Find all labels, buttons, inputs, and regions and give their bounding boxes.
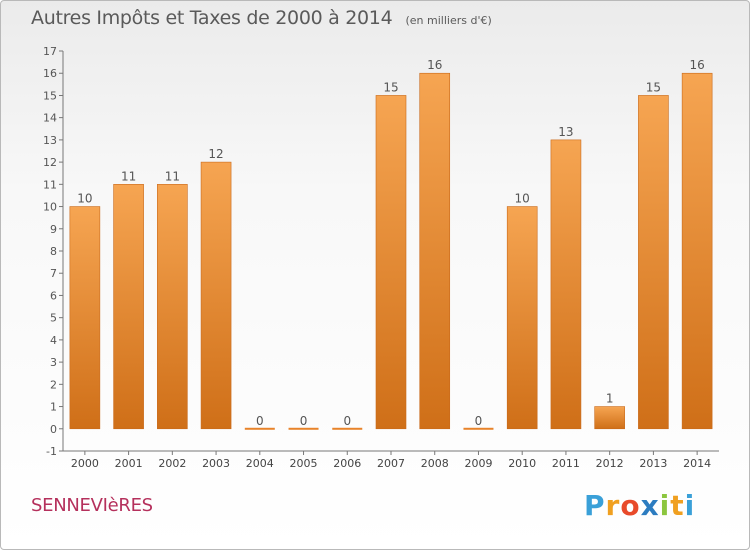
y-tick-label: 11 <box>43 178 57 191</box>
commune-name: SENNEVIèRES <box>31 495 153 516</box>
y-tick-label: 2 <box>50 378 57 391</box>
y-tick-label: 10 <box>43 201 57 214</box>
data-label: 11 <box>165 169 180 183</box>
data-labels: 10 11 11 12 0 0 0 15 16 0 10 13 1 15 16 <box>77 58 705 428</box>
y-tick-label: -1 <box>46 445 57 458</box>
y-tick-label: 4 <box>50 334 57 347</box>
x-tick-label: 2014 <box>683 457 711 470</box>
chart-title-text: Autres Impôts et Taxes de 2000 à 2014 <box>31 7 393 29</box>
data-label: 15 <box>646 80 661 94</box>
y-tick-label: 7 <box>50 267 57 280</box>
x-tick-label: 2002 <box>158 457 186 470</box>
x-tick-label: 2004 <box>246 457 274 470</box>
bar <box>244 427 275 430</box>
y-tick-label: 5 <box>50 312 57 325</box>
bar <box>200 161 232 430</box>
data-label: 1 <box>606 392 614 406</box>
bar <box>113 184 144 430</box>
data-label: 12 <box>208 147 223 161</box>
data-label: 0 <box>343 414 351 428</box>
x-tick-label: 2010 <box>508 457 536 470</box>
logo-letter: i <box>684 489 696 522</box>
bar <box>463 427 494 430</box>
data-label: 0 <box>256 414 264 428</box>
bar <box>332 427 363 430</box>
x-tick-label: 2012 <box>596 457 624 470</box>
logo-letter: r <box>605 489 621 522</box>
y-tick-label: 8 <box>50 245 57 258</box>
data-label: 11 <box>121 169 136 183</box>
x-tick-label: 2008 <box>421 457 449 470</box>
y-tick-label: 0 <box>50 423 57 436</box>
x-tick-label: 2000 <box>71 457 99 470</box>
bar <box>550 139 582 430</box>
x-tick-label: 2011 <box>552 457 580 470</box>
chart-unit-label: (en milliers d'€) <box>405 14 492 27</box>
bars <box>69 72 713 430</box>
y-tick-label: 6 <box>50 289 57 302</box>
data-label: 10 <box>77 192 92 206</box>
y-tick-label: 3 <box>50 356 57 369</box>
data-label: 0 <box>300 414 308 428</box>
bar <box>288 427 319 430</box>
logo-letter: x <box>640 489 660 522</box>
bar <box>375 95 407 430</box>
y-tick-label: 13 <box>43 134 57 147</box>
y-tick-label: 1 <box>50 401 57 414</box>
chart-title: Autres Impôts et Taxes de 2000 à 2014 (e… <box>31 7 492 29</box>
data-label: 16 <box>689 58 704 72</box>
data-label: 10 <box>515 192 530 206</box>
y-tick-label: 14 <box>43 112 57 125</box>
data-label: 0 <box>475 414 483 428</box>
x-tick-label: 2005 <box>290 457 318 470</box>
x-tick-label: 2009 <box>464 457 492 470</box>
bar <box>157 184 188 430</box>
bar <box>506 206 538 430</box>
logo-letter: i <box>659 489 671 522</box>
logo-letter: t <box>670 489 685 522</box>
logo-letter: o <box>620 489 641 522</box>
y-tick-label: 9 <box>50 223 57 236</box>
bar <box>594 406 625 430</box>
x-tick-label: 2007 <box>377 457 405 470</box>
data-label: 13 <box>558 125 573 139</box>
bar <box>681 72 713 430</box>
y-tick-label: 15 <box>43 89 57 102</box>
data-label: 15 <box>383 80 398 94</box>
bar <box>419 72 451 430</box>
y-tick-label: 12 <box>43 156 57 169</box>
x-tick-label: 2013 <box>639 457 667 470</box>
x-tick-label: 2001 <box>115 457 143 470</box>
bar <box>638 95 669 430</box>
bar <box>69 206 101 430</box>
proxiti-logo[interactable]: Proxiti <box>584 489 695 522</box>
data-label: 16 <box>427 58 442 72</box>
x-tick-label: 2003 <box>202 457 230 470</box>
y-tick-label: 16 <box>43 67 57 80</box>
logo-letter: P <box>584 489 606 522</box>
y-tick-label: 17 <box>43 45 57 58</box>
x-tick-label: 2006 <box>333 457 361 470</box>
